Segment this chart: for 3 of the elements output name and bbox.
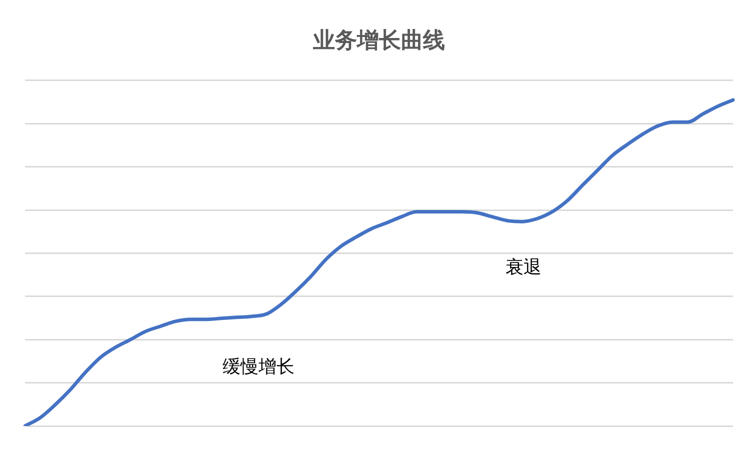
annotation: 衰退 xyxy=(505,256,542,277)
annotation: 缓慢增长 xyxy=(222,356,295,376)
chart-title: 业务增长曲线 xyxy=(312,27,445,52)
